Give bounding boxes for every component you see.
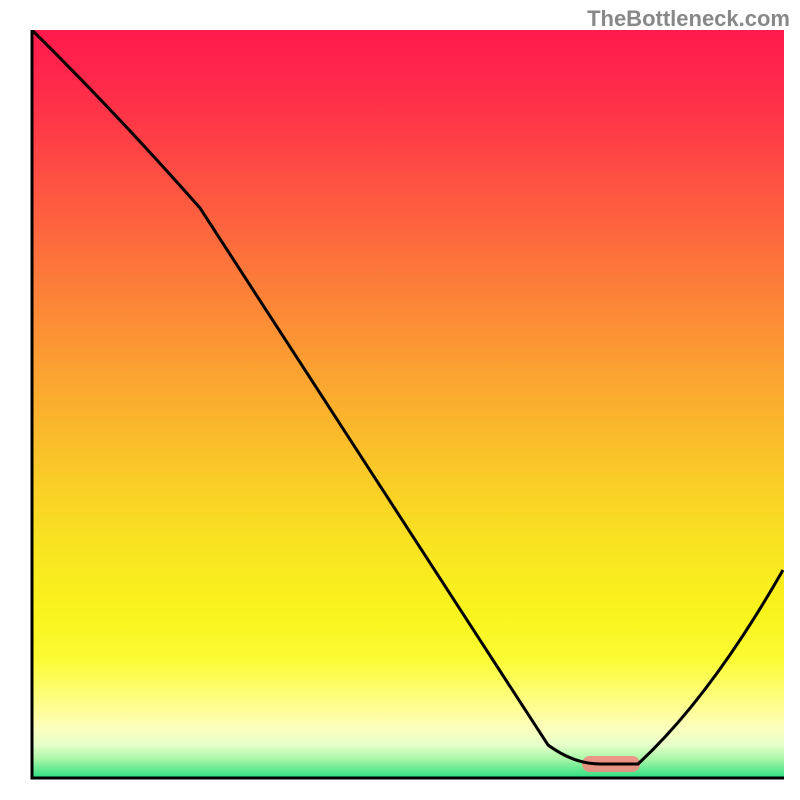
plot-background — [32, 30, 784, 778]
bottleneck-chart: TheBottleneck.com — [0, 0, 800, 800]
watermark-text: TheBottleneck.com — [587, 6, 790, 32]
chart-svg — [0, 0, 800, 800]
